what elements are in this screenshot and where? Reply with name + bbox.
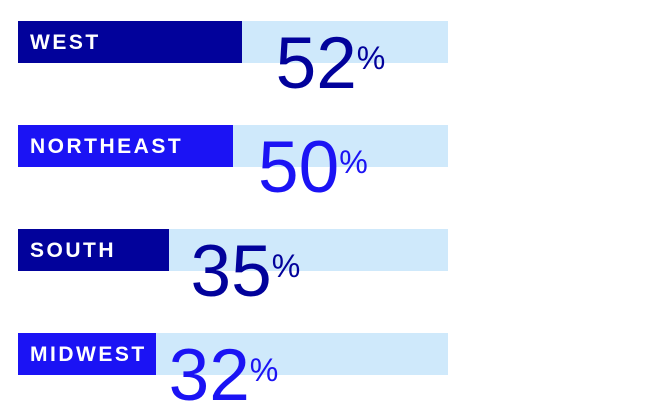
percent-sign: %: [271, 248, 301, 284]
bar-value-number: 35: [190, 231, 272, 312]
regional-percentage-chart: WEST 52% NORTHEAST 50% SOUTH 35% MIDWEST…: [18, 21, 448, 410]
bar-segment-northeast: NORTHEAST: [18, 125, 233, 167]
bar-label-northeast: NORTHEAST: [30, 134, 184, 158]
bar-label-midwest: MIDWEST: [30, 342, 147, 366]
bar-row-midwest: MIDWEST 32%: [18, 333, 448, 410]
bar-label-west: WEST: [30, 30, 101, 54]
bar-value-number: 32: [168, 335, 250, 410]
bar-value-number: 52: [275, 23, 357, 104]
percent-sign: %: [249, 352, 279, 388]
bar-value-number: 50: [258, 127, 340, 208]
bar-value-west: 52%: [276, 27, 386, 100]
percent-sign: %: [356, 40, 386, 76]
bar-value-south: 35%: [191, 235, 301, 308]
bar-value-midwest: 32%: [169, 339, 279, 410]
bar-segment-midwest: MIDWEST: [18, 333, 156, 375]
percent-sign: %: [339, 144, 368, 180]
bar-row-south: SOUTH 35%: [18, 229, 448, 308]
bar-label-south: SOUTH: [30, 238, 116, 262]
bar-segment-south: SOUTH: [18, 229, 169, 271]
bar-row-west: WEST 52%: [18, 21, 448, 100]
bar-segment-west: WEST: [18, 21, 242, 63]
bar-row-northeast: NORTHEAST 50%: [18, 125, 448, 204]
bar-value-northeast: 50%: [258, 131, 368, 204]
